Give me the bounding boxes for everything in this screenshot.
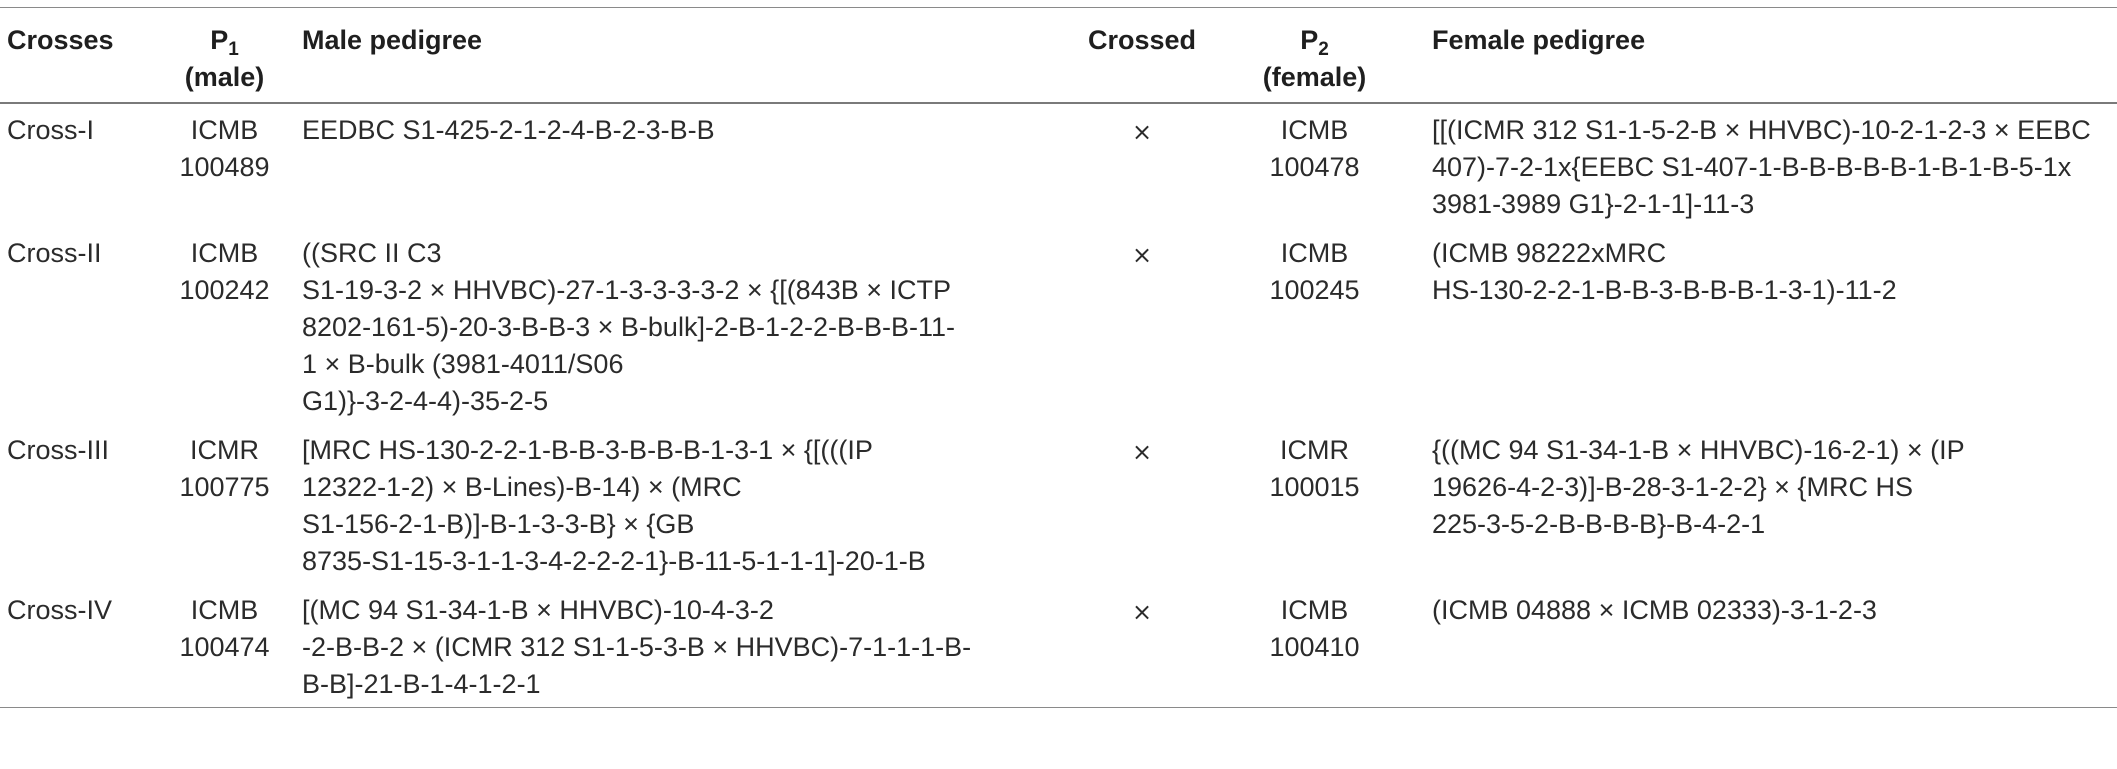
header-p2-note: (female) xyxy=(1262,62,1367,92)
cell-male-pedigree: ((SRC II C3 S1-19-3-2 × HHVBC)-27-1-3-3-… xyxy=(302,238,955,416)
cell-crossed-symbol: × xyxy=(1131,118,1153,146)
cell-p1: ICMB 100474 xyxy=(179,595,270,662)
cell-crossed-symbol: × xyxy=(1131,598,1153,626)
cell-male-pedigree: [(MC 94 S1-34-1-B × HHVBC)-10-4-3-2 -2-B… xyxy=(302,595,972,699)
cell-female-pedigree: (ICMB 04888 × ICMB 02333)-3-1-2-3 xyxy=(1432,595,1877,625)
header-crosses: Crosses xyxy=(7,25,114,55)
pedigree-table: Crosses P1 (male) Male pedigree Crossed … xyxy=(0,8,2117,707)
cell-cross: Cross-I xyxy=(7,115,94,145)
cell-female-pedigree: (ICMB 98222xMRC HS-130-2-2-1-B-B-3-B-B-B… xyxy=(1432,238,1897,305)
header-female-pedigree: Female pedigree xyxy=(1432,25,1646,55)
cell-crossed-symbol: × xyxy=(1131,241,1153,269)
table-bottom-rule xyxy=(0,707,2117,708)
cell-p2: ICMB 100478 xyxy=(1269,115,1360,182)
table-row-cross-4: Cross-IV ICMB 100474 [(MC 94 S1-34-1-B ×… xyxy=(0,584,2117,707)
header-p1-note: (male) xyxy=(184,62,265,92)
header-p2-subscript: 2 xyxy=(1318,39,1329,60)
cell-p2: ICMB 100410 xyxy=(1269,595,1360,662)
cell-p2: ICMB 100245 xyxy=(1269,238,1360,305)
cell-cross: Cross-IV xyxy=(7,595,113,625)
cell-male-pedigree: [MRC HS-130-2-2-1-B-B-3-B-B-B-1-3-1 × {[… xyxy=(302,435,926,576)
table-top-rule xyxy=(0,7,2117,8)
cell-p2: ICMR 100015 xyxy=(1269,435,1360,502)
header-divider-rule xyxy=(0,102,2117,104)
table-row-cross-1: Cross-I ICMB 100489 EEDBC S1-425-2-1-2-4… xyxy=(0,104,2117,227)
table-row-cross-2: Cross-II ICMB 100242 ((SRC II C3 S1-19-3… xyxy=(0,227,2117,424)
cell-male-pedigree: EEDBC S1-425-2-1-2-4-B-2-3-B-B xyxy=(302,115,715,145)
cell-cross: Cross-II xyxy=(7,238,102,268)
header-male-pedigree: Male pedigree xyxy=(302,25,483,55)
header-p1-letter: P xyxy=(210,25,229,55)
cell-p1: ICMR 100775 xyxy=(179,435,270,502)
header-crossed: Crossed xyxy=(1087,25,1197,55)
cell-p1: ICMB 100242 xyxy=(179,238,270,305)
header-p1: P1 (male) xyxy=(157,8,292,102)
cell-female-pedigree: {((MC 94 S1-34-1-B × HHVBC)-16-2-1) × (I… xyxy=(1432,435,1965,539)
table-header-row: Crosses P1 (male) Male pedigree Crossed … xyxy=(0,8,2117,102)
header-p2-letter: P xyxy=(1300,25,1319,55)
cell-female-pedigree: [[(ICMR 312 S1-1-5-2-B × HHVBC)-10-2-1-2… xyxy=(1432,115,2091,219)
header-divider-row xyxy=(0,102,2117,104)
cell-cross: Cross-III xyxy=(7,435,110,465)
cell-crossed-symbol: × xyxy=(1131,438,1153,466)
header-p1-subscript: 1 xyxy=(228,39,239,60)
pedigree-table-container: Crosses P1 (male) Male pedigree Crossed … xyxy=(0,7,2117,708)
cell-p1: ICMB 100489 xyxy=(179,115,270,182)
table-row-cross-3: Cross-III ICMR 100775 [MRC HS-130-2-2-1-… xyxy=(0,424,2117,584)
header-p2: P2 (female) xyxy=(1222,8,1407,102)
